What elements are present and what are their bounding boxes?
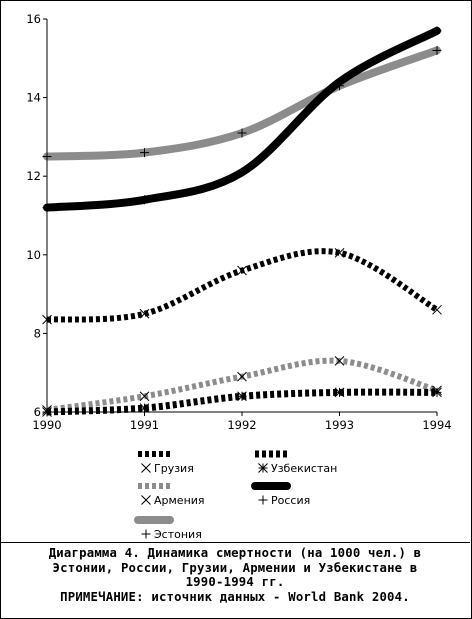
data-point-marker — [140, 148, 149, 158]
legend-item-россия: Россия — [251, 482, 310, 507]
legend-marker — [258, 495, 268, 505]
x-tick-label: 1993 — [325, 418, 354, 432]
series-узбекистан — [42, 387, 442, 417]
caption-line-4: ПРИМЕЧАНИЕ: источник данных - World Bank… — [60, 589, 410, 604]
data-point-marker — [42, 314, 52, 325]
legend-label: Узбекистан — [271, 462, 337, 475]
data-point-marker — [237, 128, 247, 138]
axes: 6 8 10 12 14 16 1990 1991 1992 1993 1994 — [26, 12, 451, 432]
data-point-marker — [334, 247, 345, 258]
data-point-marker — [237, 371, 247, 382]
legend-marker — [141, 463, 151, 473]
legend-item-узбекистан: Узбекистан — [255, 450, 337, 475]
data-point-marker — [432, 304, 442, 315]
legend-label: Грузия — [154, 462, 194, 475]
series-line — [46, 357, 438, 413]
mortality-line-chart: 6 8 10 12 14 16 1990 1991 1992 1993 1994 Грузия Арм… — [26, 12, 451, 540]
data-point-marker — [139, 308, 150, 319]
x-tick-label: 1991 — [130, 418, 159, 432]
data-point-marker — [432, 26, 442, 36]
legend-marker — [141, 529, 151, 539]
figure-caption: Диаграмма 4. Динамика смертности (на 100… — [0, 542, 470, 604]
series-line — [46, 388, 438, 416]
legend: Грузия Армения Эстония Узбекистан Россия — [134, 450, 337, 540]
legend-item-грузия: Грузия — [138, 451, 194, 475]
caption-line-3: 1990-1994 гг. — [185, 575, 285, 589]
data-point-marker — [42, 203, 52, 213]
series-россия — [42, 26, 442, 213]
data-point-marker — [140, 195, 149, 205]
legend-label: Эстония — [154, 528, 202, 540]
data-point-marker — [237, 391, 247, 402]
legend-label: Армения — [154, 494, 205, 507]
x-tick-label: 1992 — [227, 418, 256, 432]
data-point-marker — [335, 77, 344, 87]
series-line — [43, 26, 441, 212]
data-point-marker — [139, 403, 150, 413]
data-point-marker — [237, 167, 247, 177]
data-point-marker — [42, 152, 52, 162]
legend-item-эстония: Эстония — [134, 516, 202, 540]
series-грузия — [42, 247, 442, 325]
series-line — [43, 46, 441, 161]
data-point-marker — [42, 407, 52, 417]
data-point-marker — [237, 265, 247, 276]
y-tick-label: 16 — [26, 12, 41, 26]
series-эстония — [42, 45, 442, 162]
data-point-marker — [334, 387, 345, 398]
y-tick-label: 12 — [26, 169, 41, 183]
series-армения — [42, 356, 442, 415]
legend-marker — [258, 463, 268, 473]
y-tick-label: 8 — [34, 326, 41, 340]
y-tick-label: 10 — [26, 248, 41, 262]
caption-line-2: Эстонии, России, Грузии, Армении и Узбек… — [52, 560, 418, 575]
series-line — [46, 248, 439, 323]
series-layer — [42, 26, 442, 417]
data-point-marker — [139, 391, 150, 402]
data-point-marker — [432, 45, 442, 55]
x-tick-label: 1990 — [32, 418, 61, 432]
y-tick-label: 14 — [26, 91, 41, 105]
y-tick-label: 6 — [34, 405, 41, 419]
legend-label: Россия — [271, 494, 310, 507]
legend-marker — [141, 495, 151, 505]
data-point-marker — [334, 356, 345, 366]
legend-item-армения: Армения — [138, 483, 205, 507]
caption-line-1: Диаграмма 4. Динамика смертности (на 100… — [48, 546, 422, 560]
data-point-marker — [432, 387, 442, 398]
x-tick-label: 1994 — [422, 418, 451, 432]
